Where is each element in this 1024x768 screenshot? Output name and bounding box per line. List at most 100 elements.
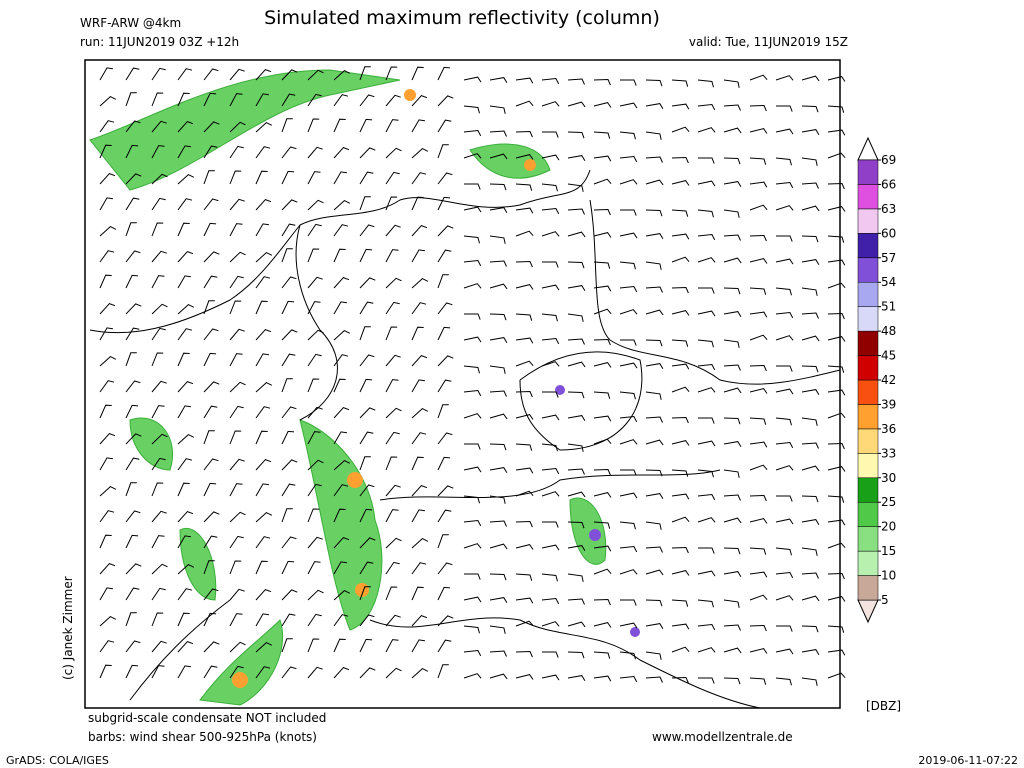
wind-barb bbox=[776, 105, 793, 112]
wind-barb bbox=[567, 261, 585, 269]
colorbar-tick-label: 39 bbox=[881, 397, 896, 411]
precip-core bbox=[589, 529, 601, 541]
wind-barb bbox=[775, 648, 794, 655]
wind-barb bbox=[463, 466, 482, 473]
wind-barb bbox=[671, 103, 690, 110]
wind-barb bbox=[411, 586, 424, 601]
precip-core bbox=[555, 385, 565, 395]
wind-barb bbox=[385, 456, 398, 471]
wind-barb bbox=[177, 145, 191, 159]
wind-barb bbox=[775, 547, 792, 556]
wind-barb bbox=[151, 92, 164, 107]
wind-barb bbox=[437, 432, 453, 445]
wind-barb bbox=[151, 250, 167, 263]
precip-area bbox=[129, 417, 174, 471]
wind-barb bbox=[463, 129, 482, 137]
colorbar-tick-label: 51 bbox=[881, 300, 896, 314]
wind-barb bbox=[567, 101, 586, 108]
wind-barb bbox=[255, 252, 273, 263]
wind-barb bbox=[359, 456, 371, 471]
wind-barb bbox=[359, 301, 374, 315]
wind-barb bbox=[749, 441, 768, 448]
colorbar-segment bbox=[857, 330, 879, 356]
wind-barb bbox=[385, 326, 398, 341]
wind-barb bbox=[619, 391, 636, 400]
wind-barb bbox=[671, 570, 690, 576]
wind-barb bbox=[359, 66, 371, 81]
wind-barb bbox=[645, 521, 662, 530]
wind-barb bbox=[515, 183, 533, 191]
wind-barb bbox=[463, 495, 480, 504]
wind-barb bbox=[671, 363, 690, 370]
wind-barb bbox=[827, 389, 846, 396]
wind-barb bbox=[411, 172, 427, 185]
wind-barb bbox=[307, 199, 324, 211]
wind-barb bbox=[151, 327, 166, 341]
wind-barb bbox=[515, 650, 533, 658]
wind-barb bbox=[125, 612, 137, 627]
wind-barb bbox=[411, 196, 424, 211]
wind-barb bbox=[515, 337, 534, 344]
wind-barb bbox=[541, 313, 558, 322]
wind-barb bbox=[567, 391, 585, 399]
wind-barb bbox=[801, 182, 819, 189]
wind-barb bbox=[645, 391, 662, 400]
wind-barb bbox=[801, 335, 820, 342]
precip-core bbox=[630, 627, 640, 637]
wind-barb bbox=[489, 105, 506, 114]
wind-barb bbox=[359, 354, 375, 367]
wind-barb bbox=[515, 260, 533, 268]
wind-barb bbox=[281, 223, 296, 237]
wind-barb bbox=[697, 363, 716, 371]
wind-barb bbox=[515, 443, 533, 451]
wind-barb bbox=[255, 560, 268, 575]
wind-barb bbox=[541, 183, 558, 192]
wind-barb bbox=[541, 491, 560, 497]
wind-barb bbox=[619, 439, 638, 445]
wind-barb bbox=[411, 326, 424, 341]
wind-barb bbox=[307, 378, 320, 393]
wind-barb bbox=[489, 413, 508, 420]
wind-barb bbox=[203, 641, 220, 653]
wind-barb bbox=[411, 355, 428, 367]
wind-barb bbox=[151, 197, 166, 211]
colorbar-segment bbox=[857, 404, 879, 430]
coastline bbox=[129, 599, 231, 701]
wind-barb bbox=[333, 301, 347, 315]
wind-barb bbox=[645, 179, 664, 186]
wind-barb bbox=[203, 222, 217, 237]
wind-barb bbox=[125, 380, 141, 393]
wind-barb bbox=[255, 69, 272, 81]
wind-barb bbox=[229, 300, 242, 315]
wind-barb bbox=[619, 131, 636, 140]
wind-barb bbox=[489, 365, 506, 374]
wind-barb bbox=[542, 131, 559, 138]
wind-barb bbox=[307, 146, 323, 159]
wind-barb bbox=[255, 146, 271, 159]
wind-barb bbox=[671, 209, 689, 217]
wind-barb bbox=[333, 484, 349, 497]
wind-barb bbox=[229, 198, 245, 211]
wind-barb bbox=[567, 468, 585, 475]
wind-barb bbox=[437, 664, 449, 679]
wind-barb bbox=[515, 360, 534, 367]
wind-barb bbox=[99, 250, 115, 263]
wind-barb bbox=[827, 182, 845, 190]
wind-barb bbox=[177, 641, 194, 653]
wind-barb bbox=[151, 275, 165, 289]
wind-barb bbox=[177, 511, 194, 523]
wind-barb bbox=[749, 181, 768, 188]
wind-barb bbox=[125, 173, 142, 185]
wind-barb bbox=[593, 492, 612, 498]
wind-barb bbox=[151, 303, 168, 315]
wind-barb bbox=[827, 259, 846, 266]
wind-barb bbox=[541, 154, 560, 161]
wind-barb bbox=[775, 258, 794, 265]
wind-barb bbox=[125, 640, 141, 653]
wind-barb bbox=[229, 613, 243, 627]
wind-barb bbox=[515, 130, 533, 138]
wind-barb bbox=[229, 353, 243, 367]
wind-barb bbox=[827, 152, 846, 159]
wind-barb bbox=[177, 222, 190, 237]
wind-barb bbox=[593, 178, 612, 185]
